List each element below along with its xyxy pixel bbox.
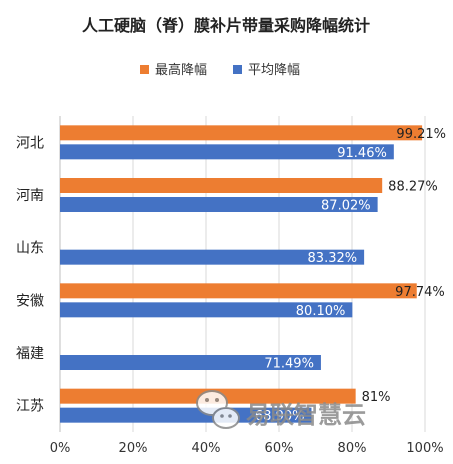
bar-avg [60,197,378,212]
data-label: 71.49% [264,357,314,372]
x-tick-labels: 0% 20% 40% 60% 80% 100% [50,441,444,456]
legend-label-0: 最高降幅 [155,62,207,78]
x-tick-label: 80% [338,441,367,456]
category-label: 山东 [16,241,44,257]
x-tick-label: 60% [265,441,294,456]
bar-avg [60,302,353,318]
x-tick-label: 20% [119,441,148,456]
x-tick-label: 0% [50,441,71,456]
category-label: 福建 [16,346,44,362]
category-label: 河南 [16,188,44,204]
data-labels: 99.21% 91.46% 88.27% 87.02% 83.32% 97.74% 80.1… [255,127,446,424]
data-label: 91.46% [337,146,387,161]
wechat-icon [196,390,240,429]
data-label: 88.27% [388,180,438,195]
data-label: 68.90% [255,409,305,424]
legend-swatch-0 [140,65,149,74]
category-label: 安徽 [16,293,44,309]
bar-avg [60,144,394,160]
legend: 最高降幅 平均降幅 [140,62,300,78]
bar-max [60,125,423,141]
category-label: 江苏 [16,399,44,415]
data-label: 99.21% [396,127,446,142]
bar-avg [60,407,312,423]
bars [60,125,423,423]
bar-max [60,178,383,193]
data-label: 81% [362,390,391,405]
category-label: 河北 [16,135,44,151]
chart-title: 人工硬脑（脊）膜补片带量采购降幅统计 [82,16,370,35]
data-label: 80.10% [296,304,346,319]
legend-swatch-1 [233,65,242,74]
bar-avg [60,355,321,370]
x-tick-label: 100% [406,441,443,456]
data-label: 97.74% [395,285,445,300]
data-label: 87.02% [321,199,371,214]
x-tick-label: 40% [192,441,221,456]
grid [59,116,426,432]
watermark: 易联智慧云 [196,390,366,429]
watermark-text: 易联智慧云 [246,401,366,429]
data-label: 83.32% [308,251,358,266]
bar-avg [60,249,365,265]
bar-max [60,283,417,299]
legend-label-1: 平均降幅 [248,63,300,78]
